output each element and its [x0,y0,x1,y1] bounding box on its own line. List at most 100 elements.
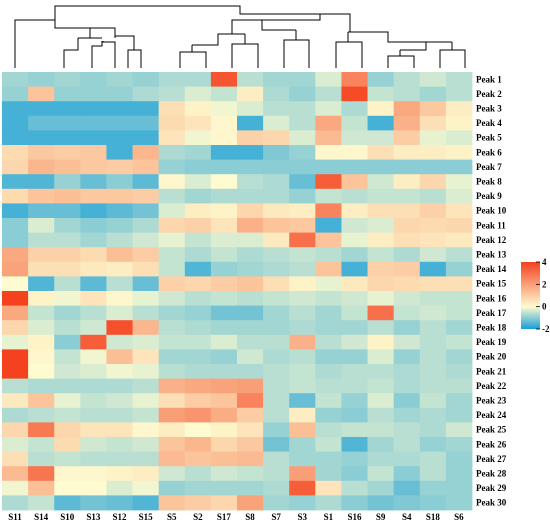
heatmap-cell [2,203,29,219]
heatmap-cell [28,247,55,263]
row-label: Peak 24 [476,410,507,420]
heatmap-cell [367,407,395,423]
heatmap-cell [184,466,212,482]
heatmap-cell [289,291,316,306]
heatmap-cell [315,145,342,160]
heatmap-cell [132,115,160,131]
heatmap-cell [132,174,160,190]
dendrogram-branch [63,38,79,68]
heatmap-cell [184,422,212,438]
heatmap-cell [367,349,395,365]
heatmap-cell [184,407,212,423]
heatmap-cell [393,247,421,263]
row-label: Peak 13 [476,250,507,260]
heatmap-cell [237,334,264,350]
heatmap-cell [263,247,290,263]
row-label: Peak 21 [476,366,507,376]
heatmap-cell [393,364,421,379]
heatmap-cell [54,218,81,233]
heatmap-cell [106,145,133,160]
heatmap-cell [341,188,368,204]
heatmap-cell [210,247,238,263]
heatmap-cell [367,72,395,87]
heatmap-cell [80,291,107,306]
heatmap-cell [80,115,107,131]
heatmap-cell [2,364,29,379]
heatmap-cell [341,101,368,117]
heatmap-cell [237,480,264,496]
heatmap-cell [445,159,473,175]
heatmap-cell [28,334,55,350]
heatmap-cell [263,378,290,394]
heatmap-cell [237,130,264,146]
row-label: Peak 2 [476,89,502,99]
heatmap-cell [80,480,107,496]
heatmap-cell [184,218,212,233]
row-label: Peak 6 [476,147,502,157]
heatmap-cell [132,247,160,263]
heatmap-cell [28,232,55,248]
heatmap-cell [132,407,160,423]
heatmap-cell [367,232,395,248]
heatmap-cell [2,393,29,409]
row-label: Peak 30 [476,498,507,508]
heatmap-cell [419,305,447,321]
heatmap-cell [210,495,238,511]
heatmap-cell [445,86,473,102]
heatmap-cell [289,334,316,350]
heatmap-cell [237,203,264,219]
heatmap-cell [445,247,473,263]
heatmap-cell [28,407,55,423]
heatmap-cell [341,495,368,511]
heatmap-cell [54,305,81,321]
heatmap-cell [263,218,290,233]
heatmap-cell [158,261,186,277]
heatmap-cell [184,276,212,292]
heatmap-cell [315,247,342,263]
heatmap-cell [419,115,447,131]
heatmap-cell [341,334,368,350]
heatmap-cell [367,480,395,496]
heatmap-cell [315,451,342,467]
heatmap-cell [393,393,421,409]
heatmap-cell [289,466,316,482]
heatmap-cell [445,291,473,306]
heatmap-cell [315,232,342,248]
heatmap-cell [367,203,395,219]
heatmap-cell [184,393,212,409]
heatmap-cell [2,72,29,87]
heatmap-cell [341,349,368,365]
dendrogram-branch [439,42,453,68]
heatmap-cell [158,130,186,146]
heatmap-cell [158,364,186,379]
heatmap-cell [393,86,421,102]
heatmap-cell [28,480,55,496]
heatmap-cell [28,422,55,438]
heatmap-cell [184,320,212,336]
heatmap-cell [2,305,29,321]
heatmap-cell [54,349,81,365]
heatmap-cell [237,407,264,423]
heatmap-cell [315,218,342,233]
heatmap-cell [263,159,290,175]
heatmap-cell [315,159,342,175]
heatmap-cell [393,466,421,482]
heatmap-cell [237,86,264,102]
heatmap-cell [106,451,133,467]
heatmap-cell [28,378,55,394]
heatmap-cell [419,451,447,467]
heatmap-cell [80,130,107,146]
heatmap-cell [80,393,107,409]
row-label: Peak 18 [476,323,507,333]
heatmap-cell [80,218,107,233]
heatmap-cell [210,466,238,482]
heatmap-cell [341,320,368,336]
heatmap-cell [315,72,342,87]
heatmap-cell [393,495,421,511]
heatmap-cell [393,437,421,452]
heatmap-cell [28,159,55,175]
heatmap-cell [158,451,186,467]
heatmap-cell [132,495,160,511]
heatmap-cell [210,364,238,379]
dendrogram-branch [192,33,245,46]
